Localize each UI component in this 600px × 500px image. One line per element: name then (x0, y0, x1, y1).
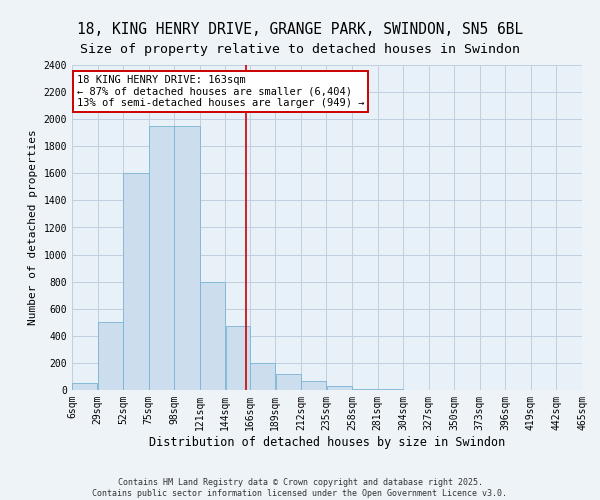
Bar (301, 380, 326, 390)
Y-axis label: Number of detached properties: Number of detached properties (28, 130, 38, 326)
Text: 18 KING HENRY DRIVE: 163sqm
← 87% of detached houses are smaller (6,404)
13% of : 18 KING HENRY DRIVE: 163sqm ← 87% of det… (77, 74, 365, 108)
Bar (149, 126, 174, 390)
X-axis label: Distribution of detached houses by size in Swindon: Distribution of detached houses by size … (149, 436, 505, 448)
Text: 18, KING HENRY DRIVE, GRANGE PARK, SWINDON, SN5 6BL: 18, KING HENRY DRIVE, GRANGE PARK, SWIND… (77, 22, 523, 38)
Text: Contains HM Land Registry data © Crown copyright and database right 2025.
Contai: Contains HM Land Registry data © Crown c… (92, 478, 508, 498)
Bar (250, 363, 275, 390)
Bar (326, 386, 352, 390)
Text: Size of property relative to detached houses in Swindon: Size of property relative to detached ho… (80, 42, 520, 56)
Bar (226, 326, 250, 390)
Bar (352, 388, 377, 390)
Bar (98, 322, 123, 390)
Bar (200, 282, 225, 390)
Bar (175, 126, 200, 390)
Bar (123, 174, 149, 390)
Bar (275, 374, 301, 390)
Bar (72, 382, 97, 390)
